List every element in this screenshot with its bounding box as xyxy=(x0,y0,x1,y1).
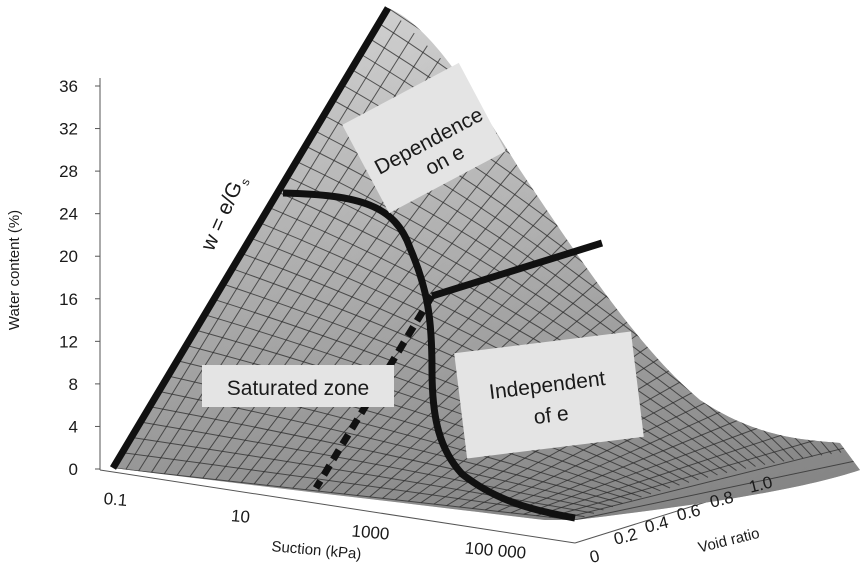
x-tick-label: 10 xyxy=(230,506,251,527)
z-tick-label: 20 xyxy=(59,247,78,266)
independent-label-line2: of e xyxy=(532,402,570,429)
x-tick-label: 1000 xyxy=(351,521,390,543)
z-tick-labels: 0 4 8 12 16 20 24 28 32 36 xyxy=(59,77,100,479)
z-tick-label: 4 xyxy=(69,417,78,436)
z-tick-label: 0 xyxy=(69,460,78,479)
y-tick-label: 0.4 xyxy=(643,513,671,537)
x-tick-label: 100 000 xyxy=(464,538,527,562)
y-tick-label: 0 xyxy=(588,546,602,567)
y-axis-title: Void ratio xyxy=(697,525,762,557)
x-tick-label: 0.1 xyxy=(103,489,128,510)
z-tick-label: 24 xyxy=(59,205,78,224)
formula-main: w = e/G xyxy=(196,178,247,255)
z-tick-label: 12 xyxy=(59,332,78,351)
y-tick-label: 0.2 xyxy=(612,525,640,549)
z-tick-label: 36 xyxy=(59,77,78,96)
z-tick-label: 16 xyxy=(59,290,78,309)
z-axis-title: Water content (%) xyxy=(6,210,23,330)
z-tick-label: 32 xyxy=(59,120,78,139)
x-axis-title: Suction (kPa) xyxy=(271,538,362,563)
z-tick-label: 28 xyxy=(59,162,78,181)
z-tick-label: 8 xyxy=(69,375,78,394)
saturated-label: Saturated zone xyxy=(227,377,369,400)
